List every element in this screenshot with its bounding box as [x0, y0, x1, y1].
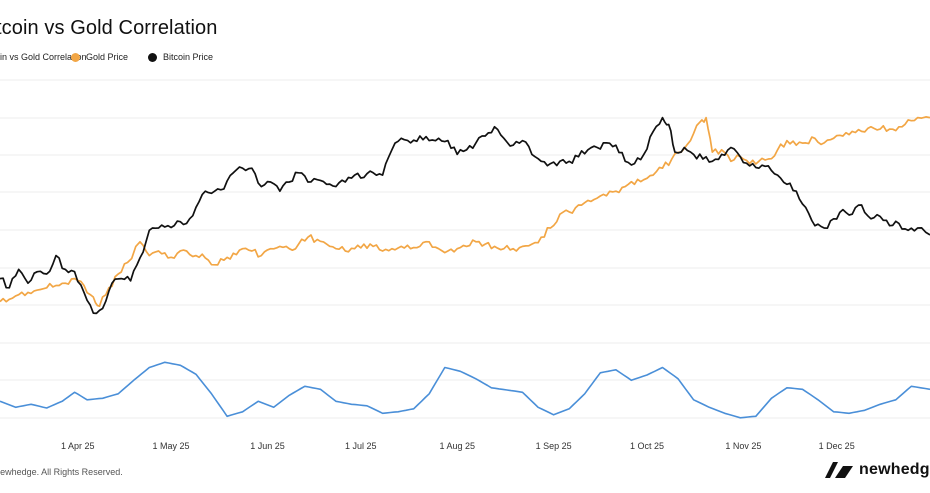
x-tick-label-8: 1 Dec 25 — [819, 441, 855, 451]
x-tick-label-3: 1 Jul 25 — [345, 441, 377, 451]
x-tick-label-1: 1 May 25 — [153, 441, 190, 451]
legend-label-bitcoin: Bitcoin Price — [163, 52, 214, 62]
legend-item-gold[interactable]: Gold Price — [71, 52, 128, 62]
correlation-series-line — [0, 361, 930, 419]
x-tick-label-4: 1 Aug 25 — [439, 441, 475, 451]
copyright-text: © newhedge. All Rights Reserved. — [0, 467, 123, 477]
brand-logo: newhedge — [825, 460, 930, 480]
legend-item-correlation[interactable]: Bitcoin vs Gold Correlation — [0, 52, 87, 62]
x-tick-label-0: 1 Apr 25 — [61, 441, 95, 451]
legend-item-bitcoin[interactable]: Bitcoin Price — [148, 52, 213, 62]
legend-label-correlation: Bitcoin vs Gold Correlation — [0, 52, 87, 62]
newhedge-logo-icon — [825, 462, 853, 478]
legend-dot-gold — [71, 52, 80, 62]
legend-label-gold: Gold Price — [86, 52, 129, 62]
gold-price-series-line — [0, 116, 930, 308]
legend-dot-bitcoin — [148, 52, 157, 62]
x-tick-label-6: 1 Oct 25 — [630, 441, 664, 451]
brand-name: newhedge — [859, 461, 930, 478]
bitcoin-price-series-line — [0, 116, 930, 315]
x-tick-label-5: 1 Sep 25 — [536, 441, 572, 451]
page-title: Bitcoin vs Gold Correlation — [0, 17, 218, 39]
x-tick-label-7: 1 Nov 25 — [725, 441, 761, 451]
x-tick-label-2: 1 Jun 25 — [250, 441, 285, 451]
